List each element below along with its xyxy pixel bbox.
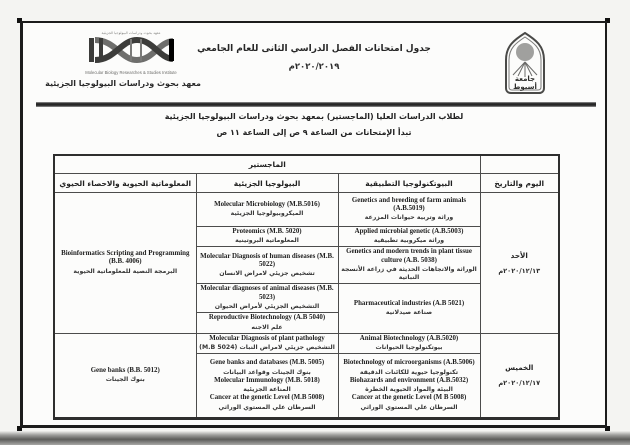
course-title-en: Reproductive Biotechnology (A.B 5040)	[208, 314, 326, 322]
course-title-ar: التشخيص جزيئي لامراض النبات (M.B 5024)	[199, 344, 335, 352]
university-emblem-icon: جامعة أسيوط	[505, 31, 545, 94]
course-cell: Animal Biotechnology (A.B.5020) بيوتكنول…	[337, 332, 481, 355]
course-title-ar: الوراثة والاتجاهات الحديثة في زراعة الأن…	[341, 266, 477, 282]
header-divider-rule	[36, 102, 596, 107]
academic-year: ٢٠٢٠/٢٠١٩م	[288, 62, 340, 72]
course-cell: Molecular diagnoses of animal diseases (…	[195, 283, 339, 314]
course-entry: Biotechnology of microorganisms (A.B.500…	[342, 359, 477, 376]
course-title-en: Pharmaceutical industries (A.B 5021)	[353, 299, 465, 307]
course-cell-multi: Biotechnology of microorganisms (A.B.500…	[337, 353, 481, 419]
subtitle-block: لطلاب الدراسات العليا (الماجستير) بمعهد …	[66, 112, 562, 137]
course-cell: Reproductive Biotechnology (A.B 5040) عل…	[195, 312, 339, 334]
day-name: الأحد	[510, 250, 528, 260]
course-title-ar: التشخيص الجزيئي لأمراض الحيوان	[214, 303, 320, 311]
course-title-en: Cancer at the genetic Level (M B 5008)	[351, 394, 467, 402]
emblem-text-line1: جامعة	[515, 75, 535, 83]
degree-header-cell: الماجستير	[53, 154, 481, 174]
course-cell: Molecular Diagnosis of human diseases (M…	[195, 246, 339, 285]
course-entry: Gene banks and databases (M.B. 5005) بنو…	[200, 359, 335, 376]
course-title-en: Proteomics (M.B. 5020)	[232, 228, 302, 235]
course-entry: Molecular Immunology (M.B. 5018) المناعة…	[200, 377, 335, 394]
course-title-en: Gene banks and databases (M.B. 5005)	[209, 359, 325, 367]
course-title-ar: تشخيص جزيئي لامراض الانسان	[219, 270, 315, 278]
column-header-molecular-biology: البيولوجيا الجزيئية	[195, 173, 339, 193]
course-title-ar: صناعة صيدلانية	[385, 309, 433, 317]
course-cell-bioinformatics-thursday: Gene banks (B.B. 5012) بنوك الجينات	[53, 332, 197, 419]
course-title-en: Biotechnology of microorganisms (A.B.500…	[343, 359, 475, 367]
dna-helix-logo-icon	[89, 36, 174, 64]
frame-corner-mark	[17, 426, 22, 431]
emblem-text-line2: أسيوط	[513, 82, 537, 91]
course-title-ar: المعلوماتية البروتينية	[235, 237, 299, 245]
course-title-ar: تكنولوجيا حيوية للكائنات الدقيقة	[359, 368, 459, 376]
day-name: الخميس	[505, 363, 534, 373]
day-column-spacer-cell	[479, 154, 560, 174]
course-cell: Molecular Diagnosis of plant pathology ا…	[195, 332, 339, 355]
course-title-en: Bioinformatics Scripting and Programming…	[61, 249, 190, 266]
course-title-en: Gene banks (B.B. 5012)	[90, 366, 160, 374]
course-cell: Molecular Microbiology (M.B.5016) الميكر…	[195, 192, 339, 227]
scan-shadow-band	[0, 431, 630, 445]
institute-logo-block: معهد بحوث ودراسات البيولوجيا الجزيئية Mo…	[45, 30, 201, 88]
course-title-en: Biohazards and environment (A.B.5032)	[349, 376, 469, 384]
course-title-ar: الميكروبيولوجيا الجزيئية	[230, 210, 304, 218]
document-title-block: جدول امتحانات الفصل الدراسي الثانى للعام…	[176, 44, 452, 72]
page-content: معهد بحوث ودراسات البيولوجيا الجزيئية Mo…	[26, 26, 602, 422]
course-title-en: Cancer at the genetic Level (M.B 5008)	[209, 394, 325, 402]
photocopy-frame: معهد بحوث ودراسات البيولوجيا الجزيئية Mo…	[20, 21, 607, 428]
frame-corner-mark	[605, 426, 610, 431]
course-title-en: Genetics and modern trends in plant tiss…	[346, 248, 472, 264]
exam-schedule-table: الماجستير اليوم والتاريخ البيوتكنولوجيا …	[53, 154, 560, 420]
course-title-ar: السرطان علي المستوي الوراثي	[360, 403, 458, 411]
course-cell: Proteomics (M.B. 5020) المعلوماتية البرو…	[195, 225, 339, 248]
course-title-ar: بنوك الجينات وقواعد البيانات	[223, 368, 311, 376]
course-cell-multi: Gene banks and databases (M.B. 5005) بنو…	[195, 353, 339, 419]
day-date: ٢٠٢٠/١٢/١٧م	[498, 379, 541, 388]
course-title-en: Genetics and breeding of farm animals (A…	[351, 196, 467, 212]
course-title-en: Molecular Microbiology (M.B.5016)	[214, 200, 320, 208]
course-title-en: Molecular Diagnosis of plant pathology	[209, 334, 325, 342]
course-cell-pharmaceutical: Pharmaceutical industries (A.B 5021) صنا…	[337, 283, 481, 334]
page-title: جدول امتحانات الفصل الدراسي الثانى للعام…	[197, 44, 431, 54]
course-title-ar: وراثة ميكروبية تطبيقية	[373, 237, 445, 245]
course-title-ar: البرمجة النصية للمعلوماتية الحيوية	[73, 267, 178, 275]
column-header-bioinformatics: المعلوماتية الحيوية والاحصاء الحيوي	[53, 173, 197, 193]
course-title-en: Molecular diagnoses of animal diseases (…	[200, 285, 334, 301]
subtitle-audience: لطلاب الدراسات العليا (الماجستير) بمعهد …	[164, 112, 464, 121]
course-title-en: Animal Biotechnology (A.B.5020)	[359, 334, 459, 342]
column-header-applied-biotech: البيوتكنولوجيا التطبيقية	[337, 173, 481, 193]
course-title-en: Molecular Immunology (M.B. 5018)	[214, 376, 320, 384]
course-title-en: Applied microbial genetic (A.B.5003)	[354, 228, 464, 235]
course-title-ar: بنوك الجينات	[105, 375, 145, 383]
course-entry: Biohazards and environment (A.B.5032) ال…	[342, 377, 477, 394]
course-title-ar: البيئة والمواد الحيوية الخطرة	[365, 386, 453, 394]
course-title-ar: المناعة الجزيئية	[243, 386, 291, 394]
frame-corner-mark	[605, 18, 610, 23]
day-cell-thursday: الخميس ٢٠٢٠/١٢/١٧م	[479, 332, 560, 419]
course-cell-bioinformatics-sunday: Bioinformatics Scripting and Programming…	[53, 192, 197, 334]
institute-tiny-arabic-text: معهد بحوث ودراسات البيولوجيا الجزيئية	[101, 30, 161, 35]
column-header-day: اليوم والتاريخ	[479, 173, 560, 193]
frame-corner-mark	[17, 18, 22, 23]
course-cell: Applied microbial genetic (A.B.5003) ورا…	[337, 225, 481, 248]
subtitle-exam-times: تبدأ الإمتحانات من الساعة ٩ ص إلى الساعة…	[216, 128, 412, 137]
course-title-en: Molecular Diagnosis of human diseases (M…	[200, 252, 334, 268]
institute-arabic-name: معهد بحوث ودراسات البيولوجيا الجزيئية	[45, 79, 201, 88]
course-cell: Genetics and breeding of farm animals (A…	[337, 192, 481, 227]
course-title-ar: وراثة وتربية حيوانات المزرعة	[364, 214, 454, 222]
university-emblem: جامعة أسيوط	[502, 31, 548, 95]
course-entry: Cancer at the genetic Level (M B 5008) ا…	[342, 394, 477, 411]
course-cell: Genetics and modern trends in plant tiss…	[337, 246, 481, 285]
course-title-ar: السرطان علي المستوي الوراثي	[218, 403, 316, 411]
day-cell-sunday: الأحد ٢٠٢٠/١٢/١٣م	[479, 192, 560, 334]
day-date: ٢٠٢٠/١٢/١٣م	[498, 266, 541, 275]
course-title-ar: علم الاجنه	[251, 323, 283, 331]
course-entry: Cancer at the genetic Level (M.B 5008) ا…	[200, 394, 335, 411]
institute-english-name: Molecular Biology Researches & Studies I…	[85, 70, 177, 75]
course-title-ar: بيوتكنولوجيا الحيوانات	[375, 344, 443, 352]
